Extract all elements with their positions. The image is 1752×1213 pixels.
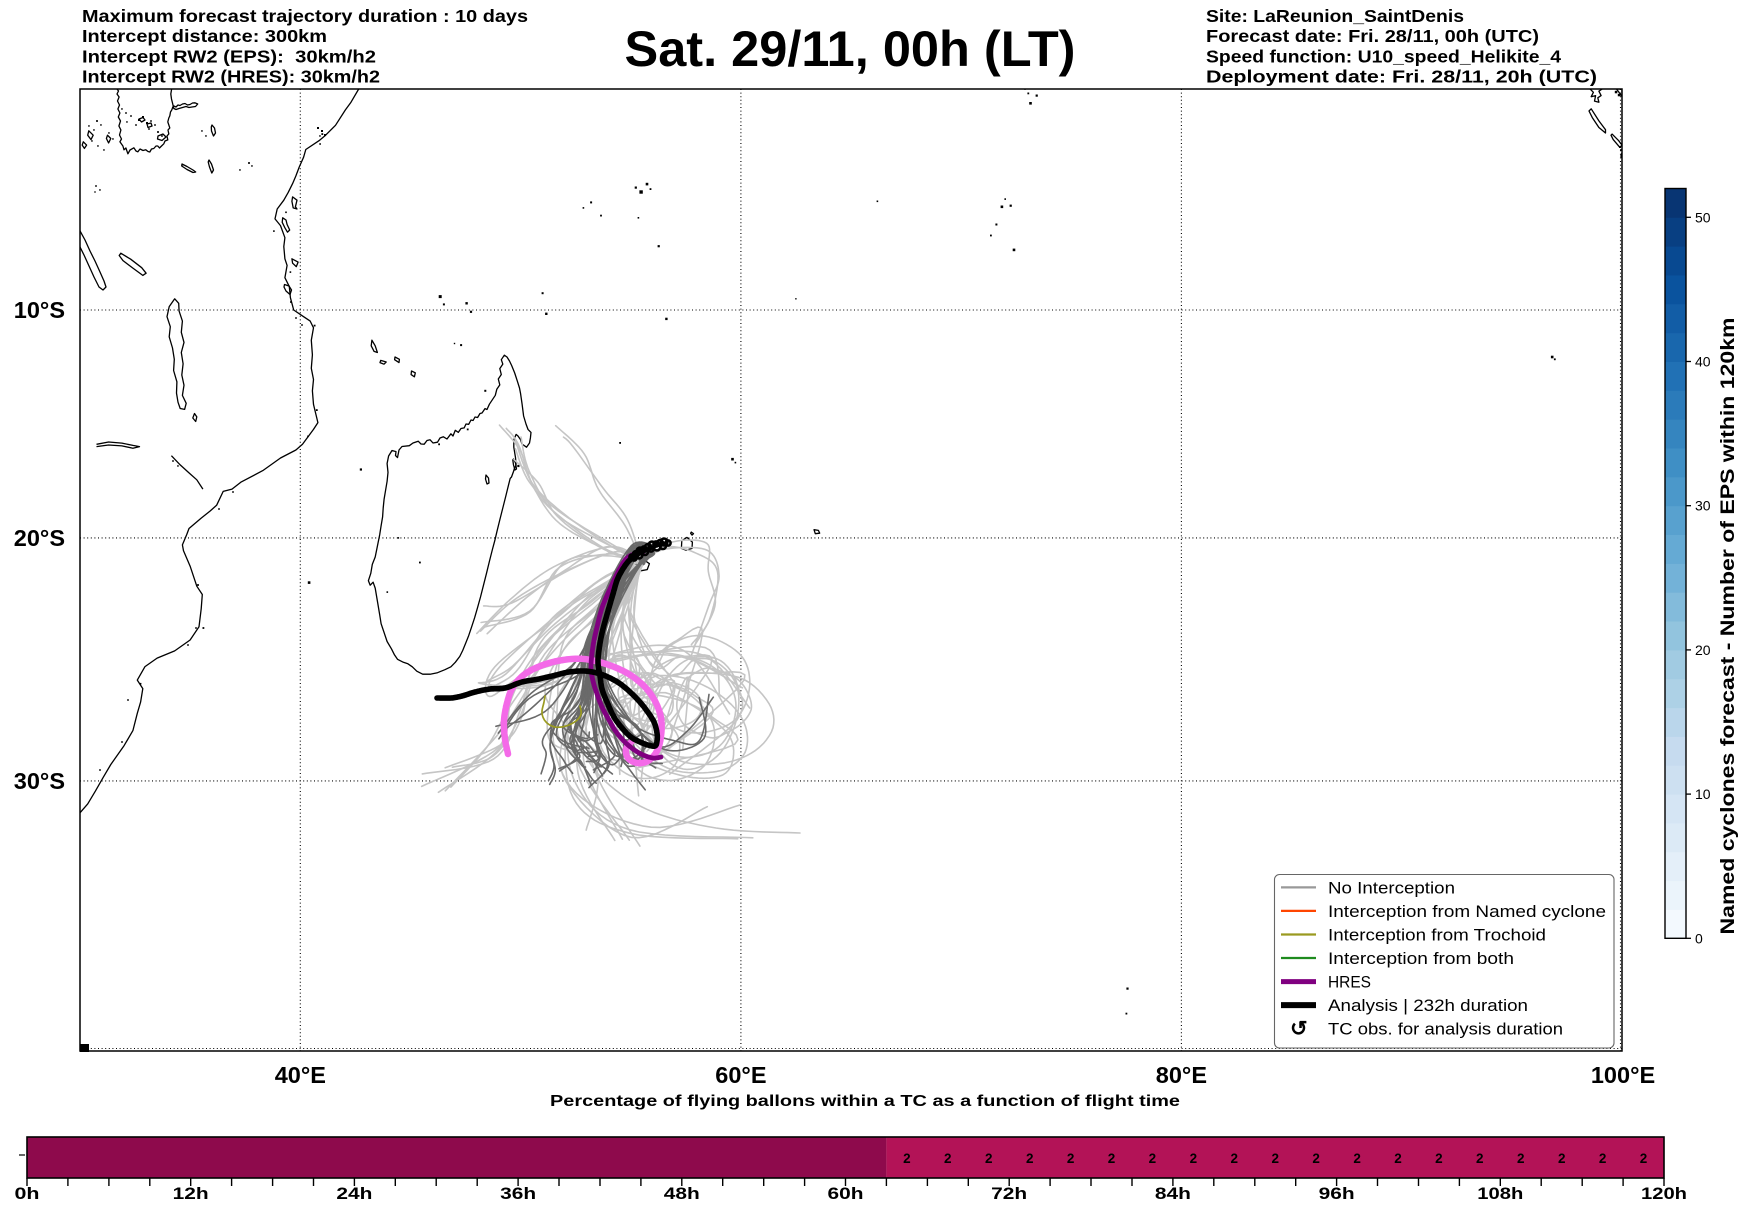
svg-text:36h: 36h (500, 1184, 536, 1203)
svg-text:Analysis | 232h duration: Analysis | 232h duration (1328, 997, 1528, 1015)
svg-text:2: 2 (944, 1151, 952, 1166)
svg-text:60h: 60h (828, 1184, 864, 1203)
svg-text:0: 0 (1695, 930, 1703, 946)
svg-text:2: 2 (1231, 1151, 1239, 1166)
svg-text:100°E: 100°E (1591, 1062, 1655, 1088)
svg-text:20: 20 (1695, 642, 1711, 658)
svg-text:80°E: 80°E (1156, 1062, 1207, 1088)
svg-text:Site: LaReunion_SaintDenis: Site: LaReunion_SaintDenis (1206, 6, 1464, 26)
svg-text:24h: 24h (336, 1184, 372, 1203)
svg-text:Forecast date: Fri. 28/11, 00h: Forecast date: Fri. 28/11, 00h (UTC) (1206, 26, 1539, 46)
svg-text:2: 2 (1312, 1151, 1320, 1166)
svg-text:2: 2 (1353, 1151, 1361, 1166)
svg-text:10°S: 10°S (14, 297, 65, 323)
svg-text:Sat. 29/11, 00h (LT): Sat. 29/11, 00h (LT) (625, 21, 1076, 77)
svg-text:20°S: 20°S (14, 525, 65, 551)
svg-text:Percentage of flying ballons w: Percentage of flying ballons within a TC… (550, 1093, 1180, 1110)
svg-text:60°E: 60°E (715, 1062, 766, 1088)
svg-text:0h: 0h (15, 1184, 40, 1203)
svg-text:Interception from Named cyclon: Interception from Named cyclone (1328, 903, 1606, 921)
svg-text:96h: 96h (1319, 1184, 1355, 1203)
svg-text:TC obs. for analysis duration: TC obs. for analysis duration (1328, 1021, 1563, 1039)
svg-text:2: 2 (1271, 1151, 1279, 1166)
svg-text:2: 2 (903, 1151, 911, 1166)
svg-text:Maximum forecast trajectory du: Maximum forecast trajectory duration : 1… (82, 6, 528, 26)
svg-text:Interception from Trochoid: Interception from Trochoid (1328, 927, 1546, 945)
svg-text:40°E: 40°E (275, 1062, 326, 1088)
svg-text:50: 50 (1695, 209, 1711, 225)
svg-text:84h: 84h (1155, 1184, 1191, 1203)
svg-text:Speed function: U10_speed_Heli: Speed function: U10_speed_Helikite_4 (1206, 46, 1561, 66)
svg-text:↺: ↺ (1290, 1018, 1308, 1041)
svg-text:30°S: 30°S (14, 768, 65, 794)
svg-text:2: 2 (985, 1151, 993, 1166)
svg-text:2: 2 (1108, 1151, 1116, 1166)
svg-text:2: 2 (1640, 1151, 1648, 1166)
svg-text:108h: 108h (1477, 1184, 1523, 1203)
svg-text:Intercept RW2 (EPS): 30km/h2: Intercept RW2 (EPS): 30km/h2 (82, 46, 376, 66)
svg-text:2: 2 (1394, 1151, 1402, 1166)
svg-text:2: 2 (1026, 1151, 1034, 1166)
svg-text:12h: 12h (173, 1184, 209, 1203)
svg-text:2: 2 (1435, 1151, 1443, 1166)
svg-text:2: 2 (1067, 1151, 1075, 1166)
svg-text:40: 40 (1695, 354, 1711, 370)
svg-text:2: 2 (1149, 1151, 1157, 1166)
svg-text:30: 30 (1695, 498, 1711, 514)
svg-text:2: 2 (1517, 1151, 1525, 1166)
svg-text:Interception from both: Interception from both (1328, 950, 1514, 968)
svg-text:48h: 48h (664, 1184, 700, 1203)
svg-text:HRES: HRES (1328, 974, 1371, 992)
svg-text:No Interception: No Interception (1328, 879, 1455, 897)
svg-text:Named cyclones forecast - Numb: Named cyclones forecast - Number of EPS … (1718, 318, 1739, 935)
svg-text:2: 2 (1599, 1151, 1607, 1166)
svg-text:2: 2 (1190, 1151, 1198, 1166)
svg-text:Intercept distance: 300km: Intercept distance: 300km (82, 26, 327, 46)
svg-text:120h: 120h (1641, 1184, 1687, 1203)
svg-text:10: 10 (1695, 786, 1711, 802)
svg-text:2: 2 (1476, 1151, 1484, 1166)
svg-text:Intercept RW2 (HRES): 30km/h2: Intercept RW2 (HRES): 30km/h2 (82, 67, 380, 87)
svg-text:2: 2 (1558, 1151, 1566, 1166)
svg-text:Deployment date: Fri. 28/11, 2: Deployment date: Fri. 28/11, 20h (UTC) (1206, 67, 1597, 87)
svg-text:72h: 72h (991, 1184, 1027, 1203)
